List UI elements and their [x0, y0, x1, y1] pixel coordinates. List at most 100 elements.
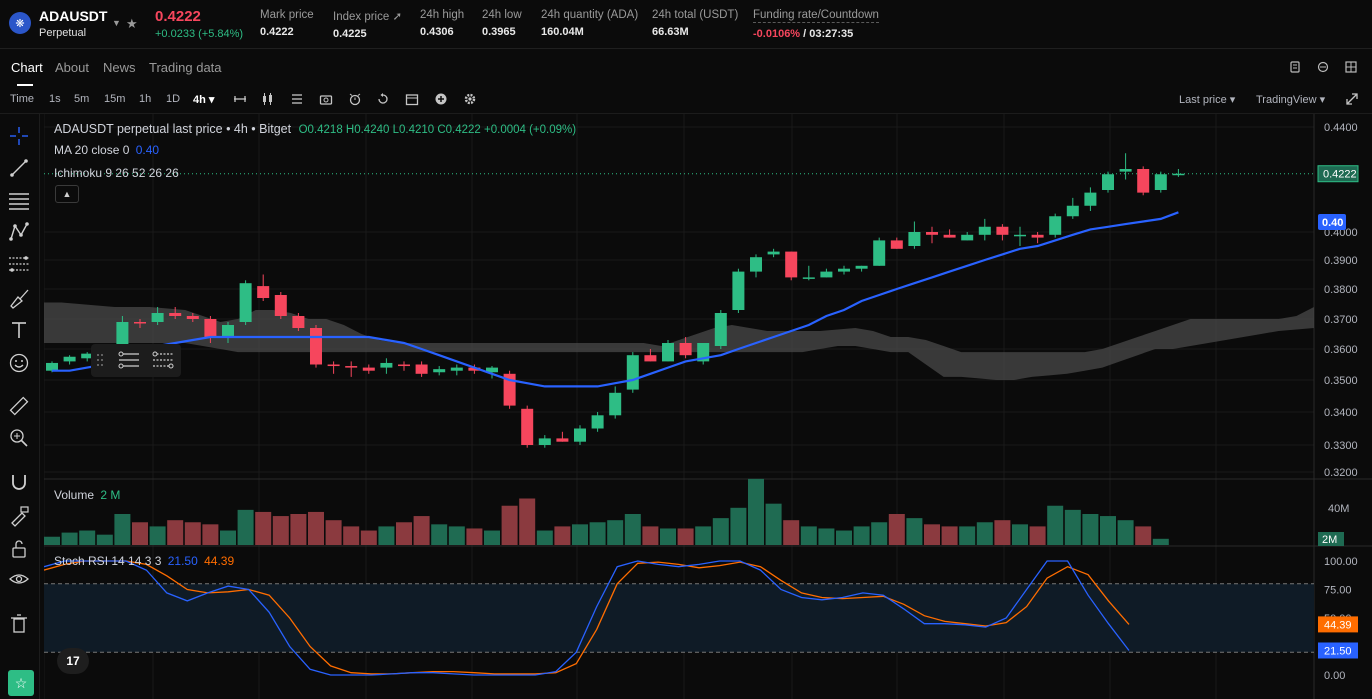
order-book-icon[interactable] [1289, 61, 1301, 73]
candle-body [274, 295, 287, 316]
candle-body [257, 286, 270, 298]
stoch-d-tag-text: 44.39 [1324, 619, 1352, 631]
candle-body [116, 322, 129, 349]
volume-bar [589, 522, 606, 545]
candle-body [1172, 173, 1185, 176]
price-chart[interactable]: 0.44000.40000.39000.38000.37000.36000.35… [43, 114, 1372, 699]
candle-body [1137, 169, 1150, 193]
volume-bar [202, 524, 219, 545]
candle-body [345, 366, 358, 368]
interval-time[interactable]: Time [10, 93, 35, 105]
legend-ichimoku[interactable]: Ichimoku 9 26 52 26 26 [54, 166, 179, 180]
ma-value: 0.40 [135, 143, 160, 157]
volume-bar [572, 524, 588, 545]
text-tool-icon[interactable] [8, 319, 30, 341]
stat-value: 0.4225 [333, 28, 367, 40]
candle-body [380, 362, 393, 368]
volume-bar [132, 522, 148, 545]
volume-bar [959, 526, 976, 545]
candle-type-icon[interactable] [261, 92, 275, 106]
contract-type: Perpetual [39, 27, 87, 39]
candle-body [802, 277, 815, 279]
stat-value: 0.4222 [260, 26, 294, 38]
interval-1s[interactable]: 1s [49, 93, 61, 105]
lock-drawing-icon[interactable] [8, 505, 30, 527]
volume-bar [818, 528, 835, 545]
interval-15m[interactable]: 15m [104, 93, 126, 105]
volume-bar [272, 516, 289, 545]
volume-bar [976, 522, 993, 545]
emoji-icon[interactable] [8, 352, 30, 374]
alarm-icon[interactable] [348, 92, 362, 106]
tab-about[interactable]: About [55, 60, 89, 75]
legend-ma[interactable]: MA 20 close 0 0.40 [54, 143, 159, 157]
stat-index-price[interactable]: Index price ➚ 0.4225 [333, 9, 402, 40]
chat-icon[interactable] [1317, 61, 1329, 73]
volume-bar [748, 478, 764, 545]
stoch-band [44, 583, 1314, 653]
price-type-dropdown[interactable]: Last price ▾ [1179, 94, 1236, 106]
chart-area[interactable]: 0.4400 0.4000 0.3900 0.3800 0.3700 0.3600 0.35… [43, 114, 1372, 699]
ma20-line [52, 211, 1179, 388]
price-tick-label: 0.3200 [1324, 467, 1358, 479]
fib-retracement-icon[interactable] [8, 253, 30, 275]
volume-bar [396, 522, 412, 545]
ichimoku-cloud [44, 173, 1314, 380]
interval-5m[interactable]: 5m [74, 93, 90, 105]
stat-funding-rate[interactable]: Funding rate/Countdown -0.0106% / 03:27:… [753, 9, 879, 40]
price-change: +0.0233 (+5.84%) [155, 28, 244, 40]
volume-bar [836, 530, 852, 545]
eye-icon[interactable] [8, 568, 30, 590]
stoch-tick-label: 75.00 [1324, 585, 1352, 597]
brush-icon[interactable] [8, 287, 30, 309]
stat-label: 24h quantity (ADA) [541, 9, 639, 21]
stat-value: 66.63M [652, 26, 689, 38]
favorites-star-icon[interactable]: ☆ [8, 670, 34, 696]
stat-label: Index price ➚ [333, 11, 403, 23]
candle-body [292, 316, 305, 328]
lock-icon[interactable] [8, 538, 30, 560]
volume-bar [290, 514, 307, 545]
trash-icon[interactable] [8, 612, 30, 634]
candle-body [996, 226, 1009, 235]
gear-icon[interactable] [463, 92, 477, 106]
legend-stoch-rsi[interactable]: Stoch RSI 14 14 3 3 21.50 44.39 [54, 554, 234, 568]
floating-tool-panel[interactable] [91, 344, 181, 377]
pattern-tool-icon[interactable] [8, 221, 30, 243]
chart-engine-dropdown[interactable]: TradingView ▾ [1256, 94, 1326, 106]
trend-line-icon[interactable] [8, 157, 30, 179]
candle-body [591, 415, 604, 429]
chart-settings-list-icon[interactable] [290, 92, 304, 106]
ichimoku-cloud-fill [44, 302, 1314, 380]
volume-bar [853, 526, 870, 545]
interval-1d[interactable]: 1D [166, 93, 181, 105]
symbol-dropdown-icon[interactable]: ▼ [112, 18, 121, 28]
interval-1h[interactable]: 1h [139, 93, 152, 105]
legend-main: ADAUSDT perpetual last price • 4h • Bitg… [54, 122, 576, 136]
tab-news[interactable]: News [103, 60, 136, 75]
fullscreen-icon[interactable] [1345, 92, 1359, 106]
camera-icon[interactable] [319, 92, 333, 106]
candle-body [1049, 216, 1062, 235]
candle-body [362, 367, 375, 371]
magnet-icon[interactable] [8, 471, 30, 493]
zoom-in-icon[interactable] [8, 427, 30, 449]
favorite-star-icon[interactable]: ★ [126, 16, 138, 31]
interval-4h[interactable]: 4h ▾ [193, 94, 215, 106]
crosshair-icon[interactable] [8, 125, 30, 147]
horizontal-lines-icon[interactable] [8, 189, 30, 211]
stat-24h-high: 24h high 0.4306 [420, 9, 464, 38]
indicators-icon[interactable] [233, 92, 247, 106]
tab-chart[interactable]: Chart [11, 60, 43, 75]
calendar-icon[interactable] [405, 92, 419, 106]
symbol-name[interactable]: ADAUSDT [39, 8, 108, 24]
ruler-icon[interactable] [8, 395, 30, 417]
tab-trading-data[interactable]: Trading data [149, 60, 222, 75]
collapse-legend-button[interactable]: ▲ [55, 185, 79, 203]
replay-icon[interactable] [376, 92, 390, 106]
legend-volume[interactable]: Volume 2 M [54, 488, 120, 502]
tradingview-logo[interactable]: 17 [57, 648, 89, 674]
candle-body [134, 322, 146, 324]
add-icon[interactable] [434, 92, 448, 106]
layout-icon[interactable] [1345, 61, 1357, 73]
